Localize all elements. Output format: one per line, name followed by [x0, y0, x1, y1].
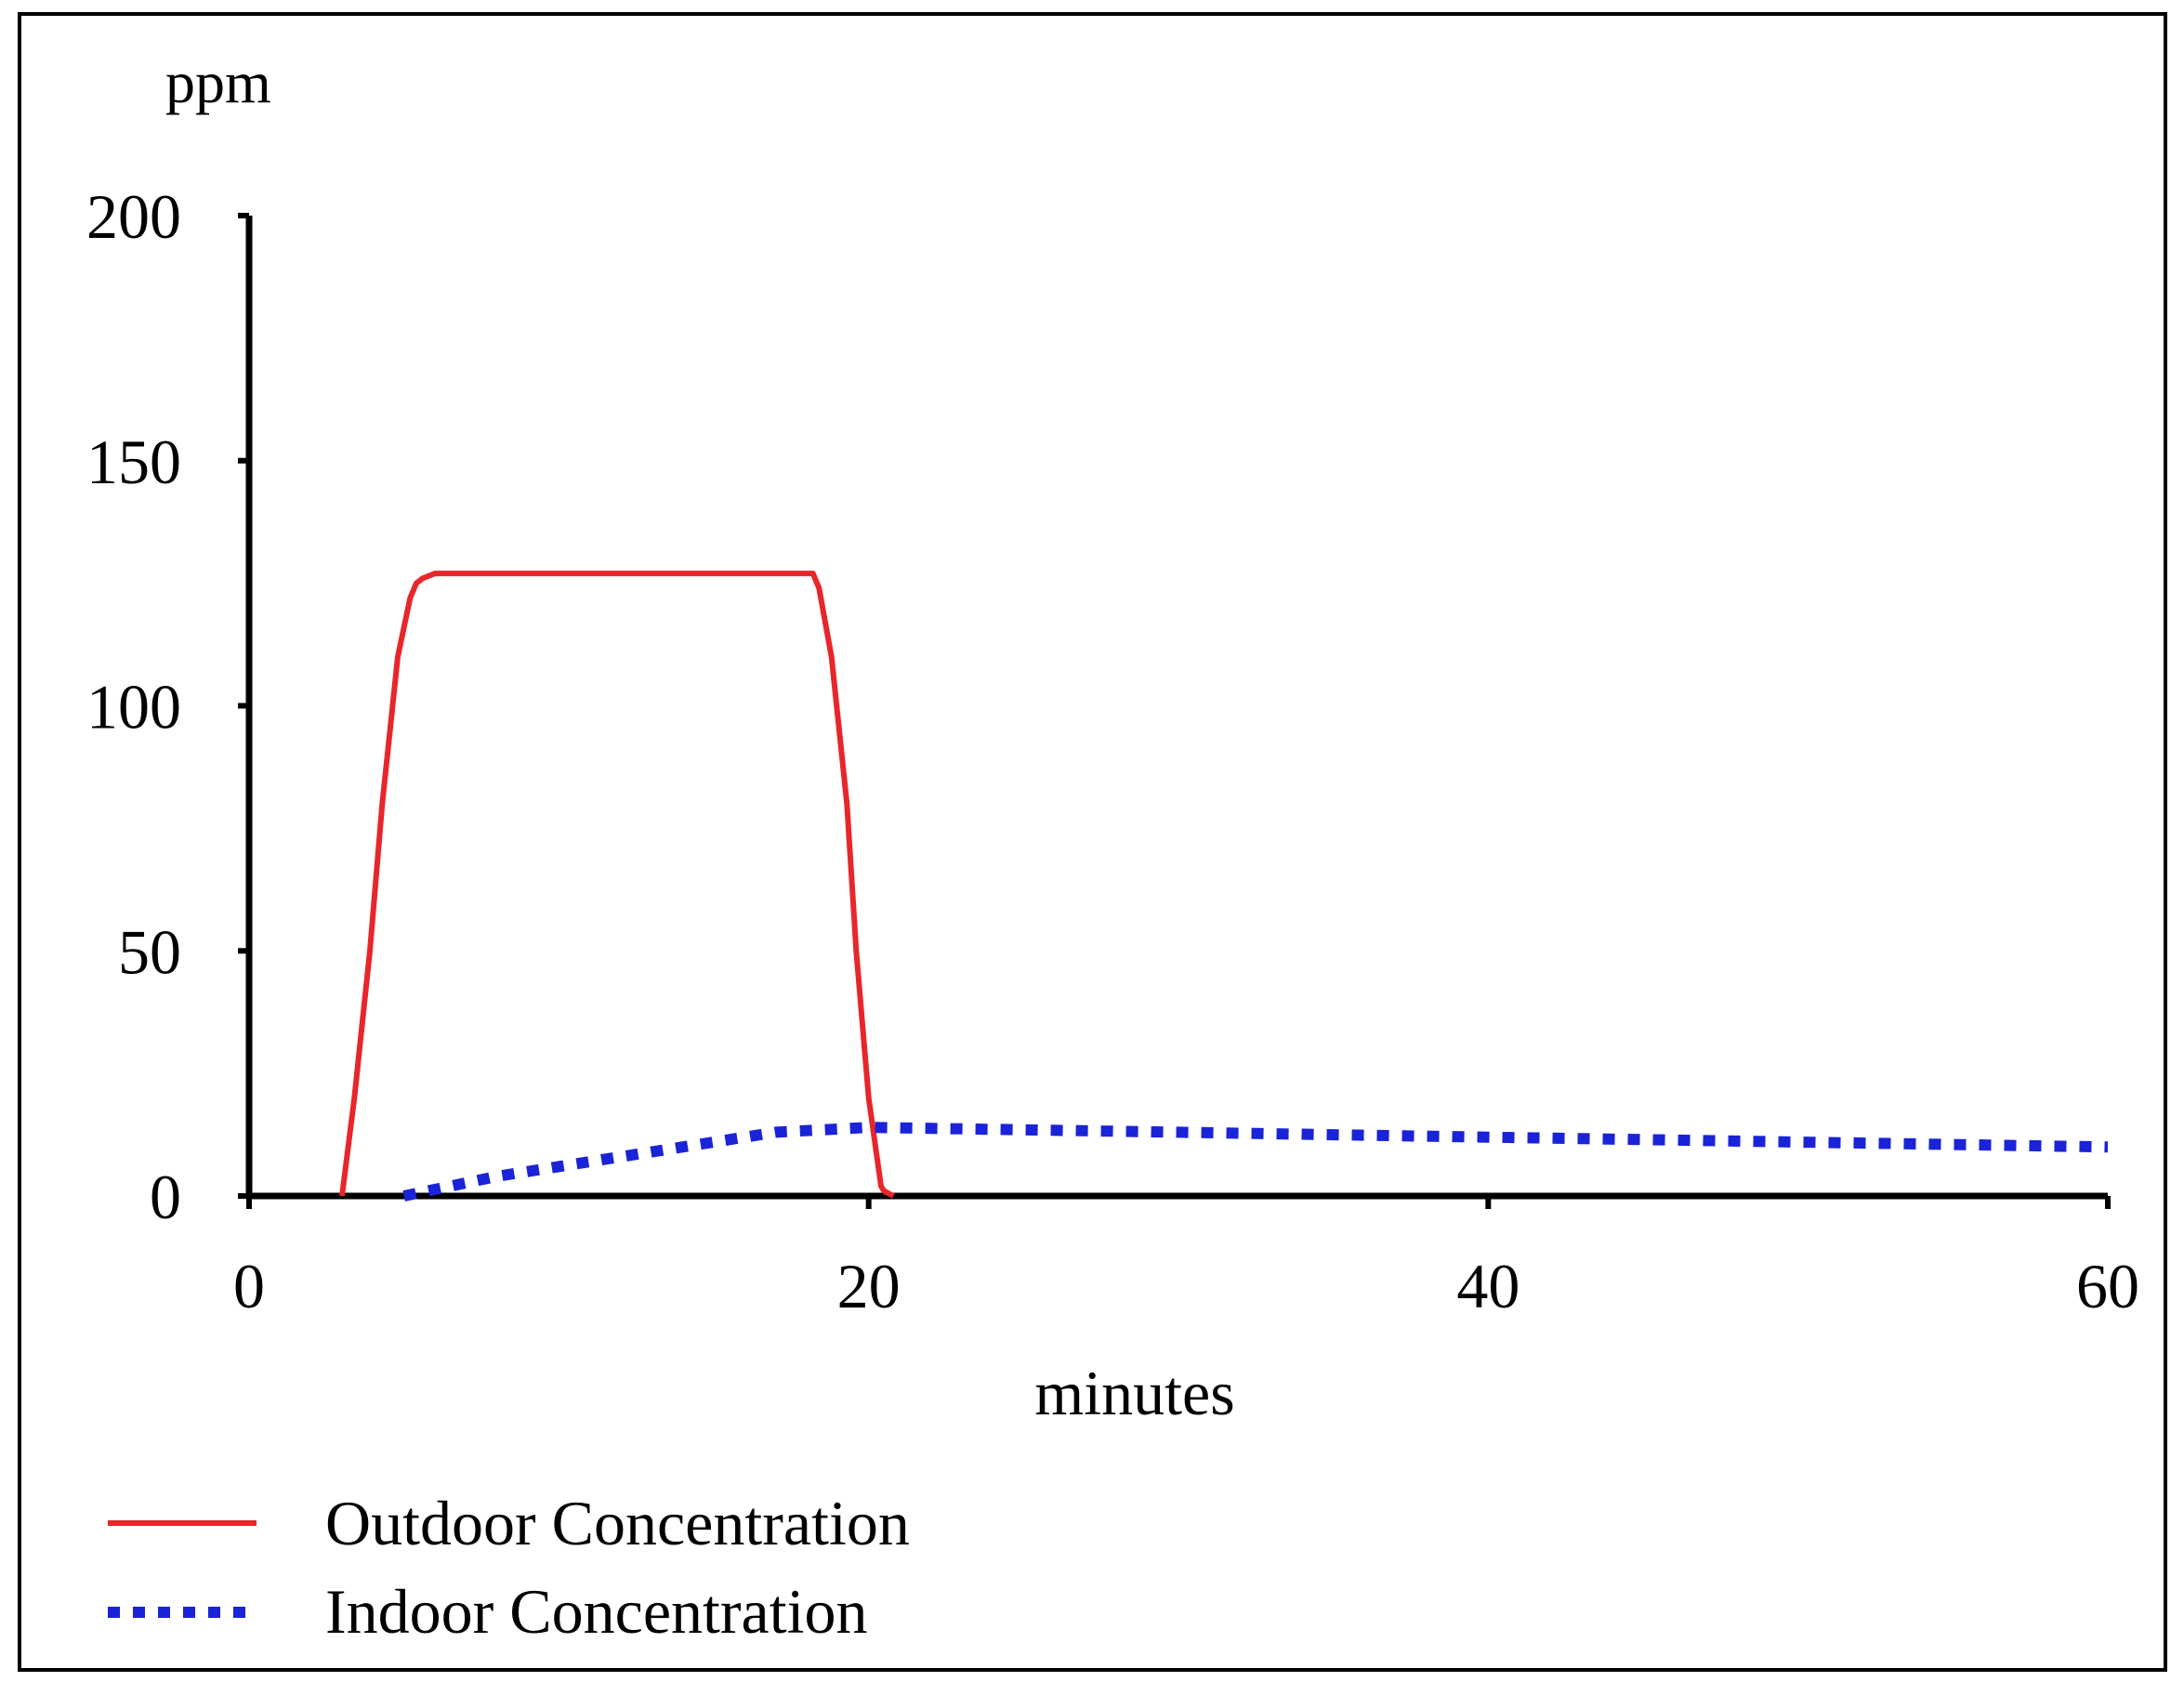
x-tick-label: 60	[2076, 1251, 2139, 1321]
series	[339, 571, 2109, 1202]
line-chart: 0 50 100 150 200 0 20 40 60 ppm minutes Outdoor …	[86, 49, 2139, 1647]
x-axis-label: minutes	[1034, 1358, 1234, 1428]
series-line-indoor	[402, 1122, 2109, 1202]
y-tick-label: 100	[86, 672, 181, 742]
x-tick-label: 40	[1456, 1251, 1520, 1321]
y-tick-label: 200	[86, 181, 181, 252]
x-tick-label: 0	[233, 1251, 265, 1321]
legend-label-indoor: Indoor Concentration	[325, 1576, 868, 1647]
chart-frame: 0 50 100 150 200 0 20 40 60 ppm minutes Outdoor …	[18, 12, 2167, 1672]
y-tick-label: 0	[150, 1162, 181, 1232]
axes	[245, 216, 2108, 1200]
y-tick-label: 150	[86, 427, 181, 497]
y-axis-label: ppm	[165, 49, 271, 115]
legend-label-outdoor: Outdoor Concentration	[325, 1488, 910, 1558]
legend: Outdoor Concentration Indoor Concentrati…	[108, 1488, 910, 1647]
x-tick-label: 20	[837, 1251, 901, 1321]
y-tick-label: 50	[118, 916, 181, 987]
series-line-outdoor	[339, 571, 895, 1199]
ticks: 0 50 100 150 200 0 20 40 60	[86, 181, 2139, 1321]
